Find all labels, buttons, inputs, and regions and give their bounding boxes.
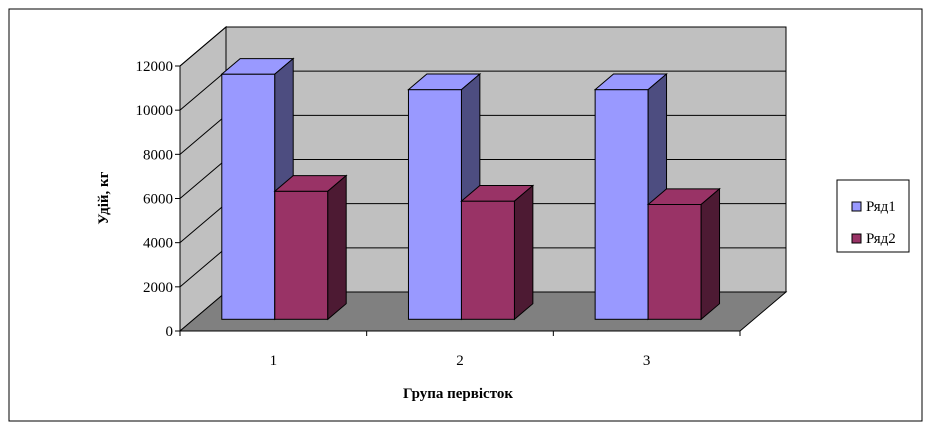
x-axis: 1 2 3 [179,330,741,369]
legend-swatch-series-2 [851,233,862,244]
y-tick-label-4: 8000 [143,147,173,163]
bar-front-series-2-cat-1 [274,190,329,320]
x-axis-title: Група первісток [403,386,513,402]
bar-series-1-cat-3 [593,72,668,321]
legend: Ряд1 Ряд2 [836,179,910,253]
y-tick-label-0: 0 [166,324,174,340]
legend-label-series-2: Ряд2 [866,231,896,247]
bar-front-series-1-cat-1 [221,73,276,320]
x-tick-label-0: 1 [270,353,278,369]
bar-series-2-cat-1 [273,174,348,321]
legend-swatch-series-1 [851,201,862,212]
y-tick-label-3: 6000 [143,192,173,208]
y-tick-label-5: 10000 [136,103,174,119]
bar-front-series-2-cat-3 [647,203,702,320]
y-axis-title: Удій, кг [96,171,112,224]
y-tick-label-2: 4000 [143,236,173,252]
bar-side-series-2-cat-1 [327,174,347,321]
y-tick-label-1: 2000 [143,280,173,296]
x-tick-label-2: 3 [643,353,651,369]
bar-series-2-cat-2 [460,184,535,321]
gridline-6 [179,26,786,67]
x-tick-label-1: 2 [456,353,464,369]
bar-front-series-2-cat-2 [460,200,515,320]
bar-series-2-cat-3 [646,187,721,321]
legend-item-series-1: Ряд1 [851,199,896,215]
legend-box [836,179,910,253]
bar-front-series-1-cat-3 [594,89,649,320]
bar-side-series-2-cat-3 [700,187,721,321]
bar-front-series-1-cat-2 [407,89,462,320]
legend-label-series-1: Ряд1 [866,199,896,215]
bar-side-series-2-cat-2 [513,184,534,321]
bars [220,57,721,321]
legend-item-series-2: Ряд2 [851,231,896,247]
y-tick-label-6: 12000 [136,59,174,75]
y-axis: 0 2000 4000 6000 8000 10000 12000 [136,59,181,340]
